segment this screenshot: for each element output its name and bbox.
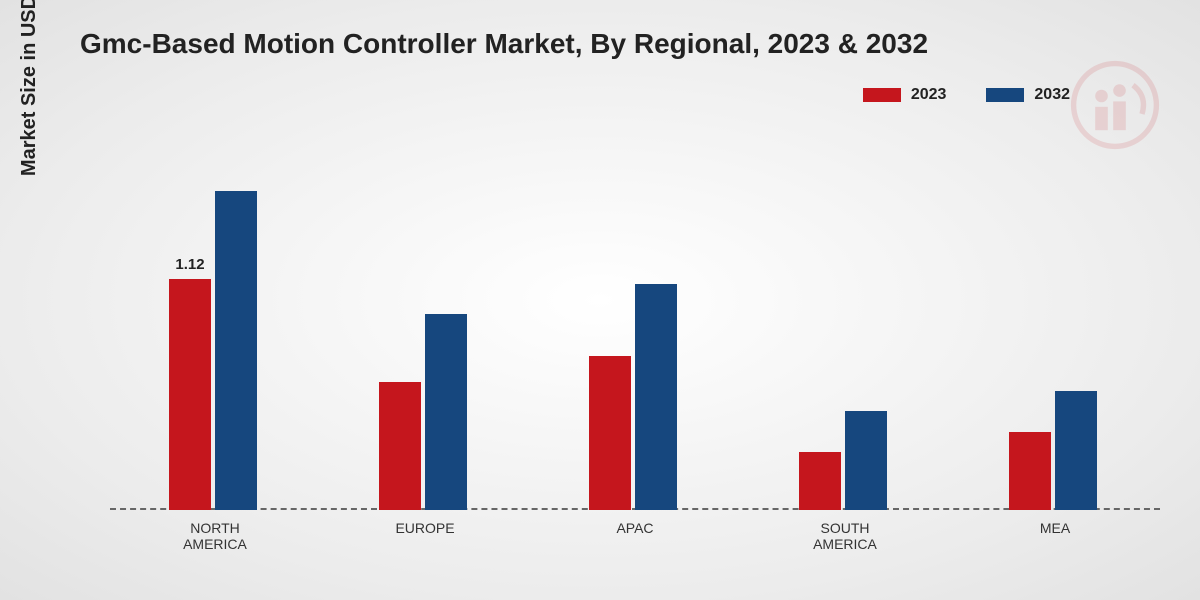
bar-2023 <box>799 452 841 510</box>
bar-group <box>575 160 695 510</box>
bar-2023 <box>1009 432 1051 510</box>
legend-swatch-2032 <box>986 88 1024 102</box>
bar-group <box>785 160 905 510</box>
watermark-icon <box>1070 60 1160 150</box>
bar-group <box>995 160 1115 510</box>
category-label: MEA <box>985 520 1125 536</box>
bar-2032 <box>425 314 467 510</box>
x-axis-labels: NORTHAMERICA EUROPE APAC SOUTHAMERICA MEA <box>110 514 1160 560</box>
bar-2032 <box>635 284 677 510</box>
bar-group <box>365 160 485 510</box>
category-label: APAC <box>565 520 705 536</box>
plot-area: 1.12 <box>110 160 1160 510</box>
bar-2032 <box>1055 391 1097 510</box>
category-label: NORTHAMERICA <box>145 520 285 552</box>
category-label: SOUTHAMERICA <box>775 520 915 552</box>
bar-value-label: 1.12 <box>160 256 220 273</box>
category-label: EUROPE <box>355 520 495 536</box>
legend-item-2023: 2023 <box>863 86 947 104</box>
bar-2032 <box>215 191 257 510</box>
legend-item-2032: 2032 <box>986 86 1070 104</box>
bar-2023 <box>169 279 211 510</box>
chart-title: Gmc-Based Motion Controller Market, By R… <box>80 28 928 60</box>
legend: 2023 2032 <box>863 86 1070 104</box>
bar-2023 <box>379 382 421 510</box>
legend-label-2023: 2023 <box>911 86 947 104</box>
legend-label-2032: 2032 <box>1034 86 1070 104</box>
bar-group <box>155 160 275 510</box>
y-axis-label: Market Size in USD Billion <box>18 0 41 176</box>
bar-2023 <box>589 356 631 510</box>
legend-swatch-2023 <box>863 88 901 102</box>
bar-2032 <box>845 411 887 510</box>
